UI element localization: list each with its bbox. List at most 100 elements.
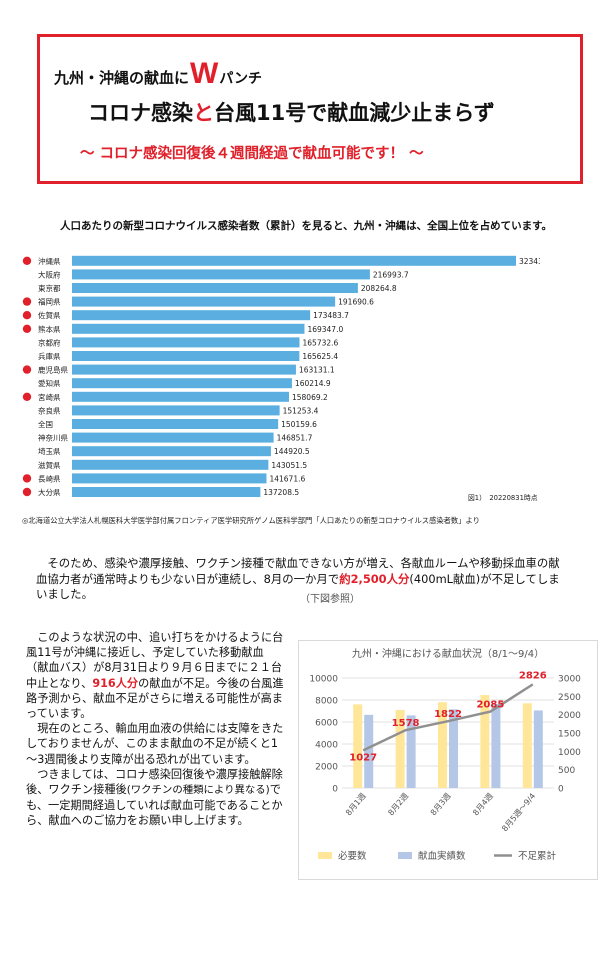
bar-value-label: 158069.2 (292, 393, 328, 402)
intro-text: 人口あたりの新型コロナウイルス感染者数（累計）を見ると、九州・沖縄は、全国上位を… (60, 220, 553, 232)
bar-value-label: 169347.0 (307, 325, 343, 334)
bar-actual (406, 715, 416, 788)
bar (72, 487, 261, 497)
headline-line1-suffix: パンチ (219, 71, 263, 87)
bar-actual (533, 710, 543, 788)
bar-category-label: 熊本県 (38, 324, 61, 334)
bar-value-label: 163131.1 (299, 366, 335, 375)
bar-value-label: 165732.6 (303, 338, 339, 347)
figure-reference: （下図参照） (300, 594, 360, 605)
headline-title-a: コロナ感染 (88, 101, 193, 125)
shortage-text-b: (400mL献血)が不足してしまいました。 (36, 571, 560, 602)
bar-category-label: 大分県 (38, 487, 61, 497)
bar (72, 391, 289, 402)
bar (72, 446, 271, 457)
y-tick-right: 500 (558, 766, 575, 776)
bar-category-label: 長崎県 (38, 473, 61, 483)
shortage-paragraph: そのため、感染や濃厚接触、ワクチン接種で献血できない方が増え、各献血ルームや移動… (36, 556, 564, 603)
bar-category-label: 滋賀県 (38, 460, 61, 470)
bar-value-label: 173483.7 (313, 311, 349, 320)
typhoon-p3-note: (ワクチンの種類により異なる) (126, 784, 270, 797)
bar (72, 323, 305, 334)
bar-actual (449, 709, 458, 788)
typhoon-p3-b: でも、一定期間経過していれば献血可能であることから、献血へのご協力をお願い申し上… (26, 783, 283, 828)
region-marker-dot (22, 474, 32, 483)
line-value-label: 1822 (434, 709, 462, 720)
region-marker-dot (22, 365, 32, 374)
bar-category-label: 愛知県 (38, 378, 61, 388)
y-tick-right: 2500 (558, 693, 581, 703)
headline-line1-text: 九州・沖縄の献血に (54, 69, 190, 87)
bar-value-label: 216993.7 (373, 270, 409, 279)
line-value-label: 2085 (476, 700, 504, 711)
line-value-label: 1578 (392, 718, 420, 729)
bar-actual (491, 703, 501, 788)
bar (72, 405, 280, 416)
typhoon-p3-a: つきましては、コロナ感染回復後や濃厚接触解除後、ワクチン接種後 (26, 767, 283, 797)
bar (72, 269, 370, 280)
bar-value-label: 165625.4 (302, 352, 338, 361)
chart-frame (298, 640, 598, 880)
bar (72, 364, 296, 375)
bar-category-label: 鹿児島県 (38, 365, 68, 375)
bar-actual (364, 714, 374, 788)
bar-value-label: 144920.5 (274, 447, 310, 456)
headline-title: コロナ感染と台風11号で献血減少止まらず (88, 97, 495, 127)
y-tick-left: 0 (332, 785, 338, 795)
bar (72, 296, 336, 307)
headline-subtitle: ～ コロナ感染回復後４週間経過で献血可能です！ ～ (80, 146, 424, 162)
y-tick-left: 2000 (315, 763, 338, 773)
typhoon-paragraph: このような状況の中、追い打ちをかけるように台風11号が沖縄に接近し、予定していた… (26, 630, 284, 829)
bar-value-label: 143051.5 (271, 461, 307, 470)
bar-value-label: 151253.4 (283, 406, 319, 415)
bar-value-label: 323438.1 (519, 257, 540, 266)
line-value-label: 2826 (519, 670, 547, 681)
region-marker-dot (22, 311, 32, 320)
region-marker-dot (22, 256, 32, 265)
headline-w-letter: W (190, 57, 219, 90)
bar-value-label: 146851.7 (277, 434, 313, 443)
chart-title: 九州・沖縄における献血状況（8/1～9/4） (352, 647, 544, 660)
y-tick-left: 4000 (315, 741, 338, 751)
y-tick-right: 0 (558, 785, 564, 795)
y-tick-left: 6000 (315, 719, 338, 729)
headline-box: 九州・沖縄の献血にWパンチ コロナ感染と台風11号で献血減少止まらず ～ コロナ… (37, 34, 583, 184)
bar-category-label: 埼玉県 (38, 446, 61, 456)
bar-value-label: 191690.6 (338, 298, 374, 307)
shortage-highlight: 約2,500人分 (339, 571, 410, 586)
bar-category-label: 福岡県 (38, 298, 61, 307)
typhoon-p1-b: の献血が不足。今後の台風進路予測から、献血不足がさらに増える可能性が高まっていま… (26, 676, 284, 721)
bar-value-label: 208264.8 (361, 284, 397, 293)
y-tick-right: 3000 (558, 675, 581, 685)
typhoon-p1-highlight: 916人分 (92, 676, 139, 690)
legend-label-actual: 献血実績数 (418, 850, 466, 862)
bar-need (480, 695, 490, 788)
y-tick-right: 1000 (558, 748, 581, 758)
bar-category-label: 全国 (38, 419, 53, 429)
source-credit: ◎北海道公立大学法人札幌医科大学医学部付属フロンティア医学研究所ゲノム医科学部門… (22, 516, 480, 525)
bar-value-label: 141671.6 (269, 474, 305, 483)
legend-label-need: 必要数 (338, 850, 367, 862)
typhoon-p3: つきましては、コロナ感染回復後や濃厚接触解除後、ワクチン接種後(ワクチンの種類に… (26, 767, 284, 829)
legend-swatch-need (318, 852, 332, 859)
region-marker-dot (22, 324, 32, 333)
region-marker-dot (22, 392, 32, 401)
bar-category-label: 京都府 (38, 337, 61, 347)
bar-category-label: 沖縄県 (38, 256, 61, 266)
bar (72, 378, 292, 389)
bar-value-label: 137208.5 (263, 488, 299, 497)
bar-category-label: 大阪府 (38, 269, 61, 279)
chart-note: 図1） 20220831時点 (468, 494, 538, 502)
bar-category-label: 佐賀県 (38, 310, 61, 320)
bar-category-label: 東京都 (38, 283, 61, 293)
bar-category-label: 宮崎県 (38, 392, 61, 402)
bar-category-label: 神奈川県 (38, 433, 68, 443)
region-marker-dot (22, 297, 32, 306)
headline-line1: 九州・沖縄の献血にWパンチ (54, 57, 262, 91)
bar (72, 419, 279, 429)
bar (72, 351, 300, 361)
bar (72, 337, 300, 348)
bar (72, 432, 274, 443)
line-value-label: 1027 (349, 752, 377, 763)
legend-label-line: 不足累計 (518, 850, 557, 862)
